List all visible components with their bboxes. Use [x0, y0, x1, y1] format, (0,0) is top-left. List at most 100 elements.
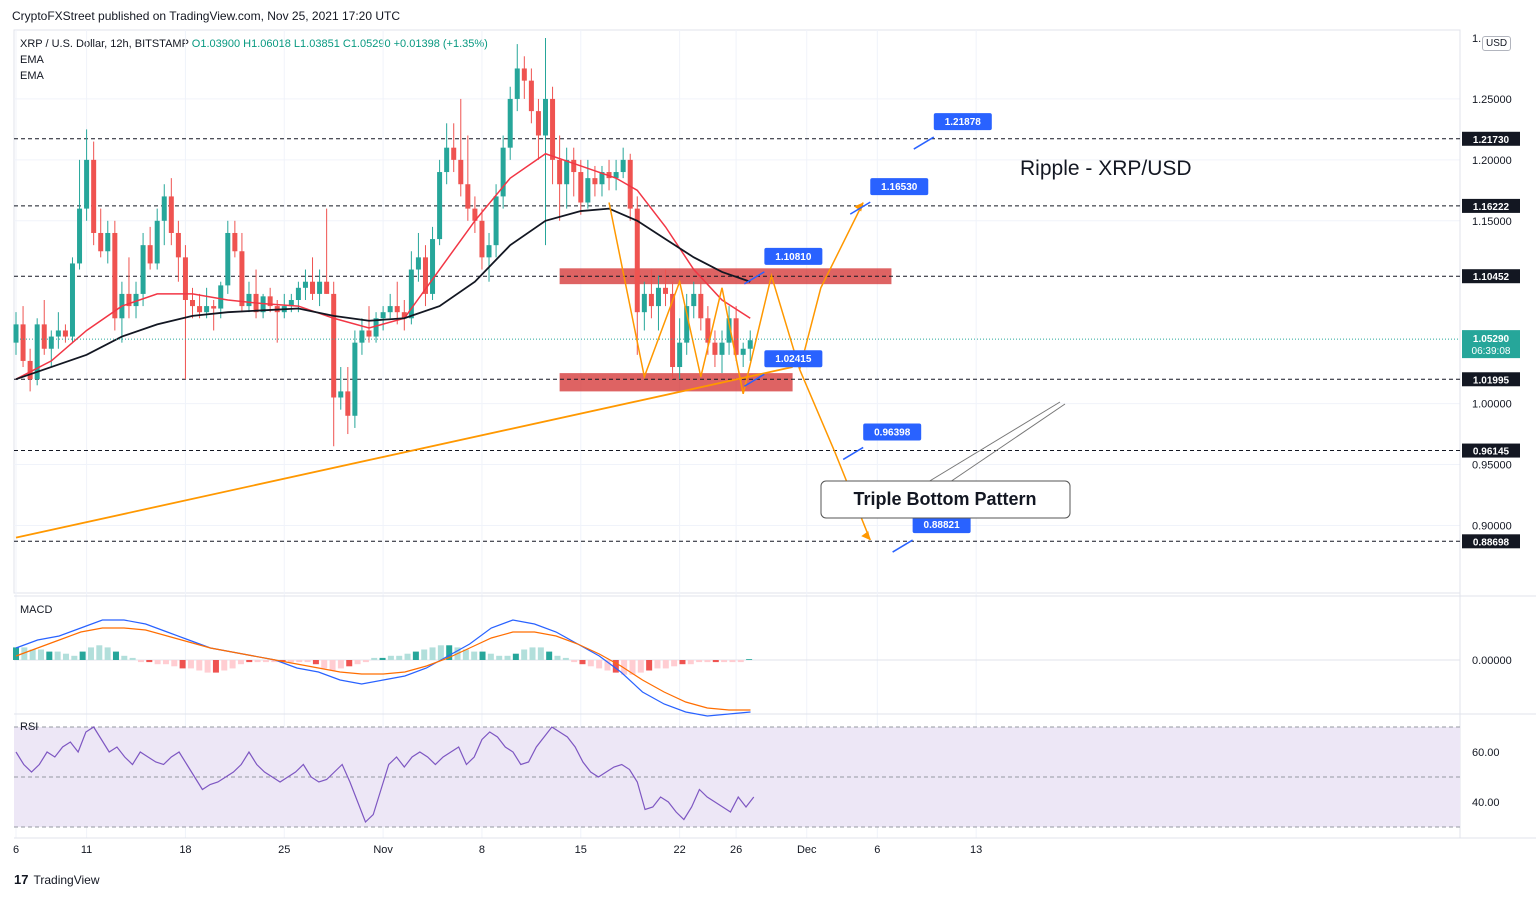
- candle-body: [677, 342, 683, 368]
- macd-bar: [671, 660, 678, 667]
- candle-body: [105, 232, 111, 252]
- macd-bar: [687, 660, 694, 665]
- macd-bar: [262, 660, 269, 663]
- y-tick-label: 1.00000: [1472, 399, 1512, 411]
- macd-bar: [512, 653, 519, 660]
- candle-body: [550, 98, 556, 160]
- macd-bar: [746, 659, 753, 660]
- published-caption: CryptoFXStreet published on TradingView.…: [12, 9, 400, 23]
- candle-body: [55, 330, 61, 337]
- y-tick-label: 1.20000: [1472, 155, 1512, 167]
- macd-bar: [587, 660, 594, 667]
- tradingview-brand[interactable]: 17 TradingView: [14, 872, 100, 887]
- candle-body: [380, 312, 386, 319]
- candle-body: [733, 318, 739, 355]
- x-tick-label: 8: [479, 844, 485, 856]
- ema-legend-1[interactable]: EMA: [20, 54, 44, 66]
- macd-bar: [721, 660, 728, 663]
- candle-body: [175, 232, 181, 258]
- candle-body: [472, 208, 478, 221]
- level-label: 1.21730: [1473, 135, 1510, 146]
- candle-body: [458, 159, 464, 185]
- candle-body: [486, 245, 492, 258]
- macd-bar: [462, 649, 469, 660]
- candle-body: [161, 196, 167, 221]
- macd-bar: [729, 660, 736, 663]
- candle-body: [564, 159, 570, 185]
- candle-body: [239, 251, 245, 307]
- x-tick-label: 6: [13, 844, 19, 856]
- level-label: 1.16222: [1473, 202, 1510, 213]
- callout-label: 0.96398: [874, 427, 911, 438]
- macd-bar: [196, 660, 203, 671]
- candle-body: [451, 147, 457, 160]
- macd-bar: [637, 660, 644, 673]
- macd-bar: [362, 660, 369, 663]
- callout-label: 1.02415: [775, 354, 812, 365]
- candle-body: [465, 184, 471, 209]
- macd-bar: [137, 660, 144, 663]
- price-callouts: 1.21878 1.16530 1.10810 1.02415 0.96398 0.888…: [743, 113, 992, 553]
- macd-bar: [187, 660, 194, 669]
- macd-bar: [29, 649, 36, 660]
- macd-bar: [621, 660, 628, 675]
- rsi-label: RSI: [20, 721, 39, 733]
- candle-body: [352, 342, 358, 416]
- candle-body: [655, 287, 661, 307]
- last-price-bg: [1462, 330, 1520, 359]
- y-tick-label: 1.25000: [1472, 94, 1512, 106]
- x-tick-label: 11: [81, 844, 92, 856]
- candle-body: [168, 196, 174, 233]
- macd-bar: [112, 651, 119, 660]
- macd-bar: [504, 655, 511, 660]
- macd-bar: [379, 657, 386, 660]
- macd-bar: [421, 649, 428, 660]
- rsi-tick-label: 40.00: [1472, 797, 1500, 809]
- candle-body: [691, 293, 697, 307]
- macd-bar: [562, 657, 569, 660]
- candle-body: [295, 287, 301, 300]
- candle-body: [627, 159, 633, 209]
- candle-body: [712, 342, 718, 355]
- level-label: 0.88698: [1473, 537, 1510, 548]
- candle-body: [288, 300, 294, 307]
- level-label: 0.96145: [1473, 447, 1510, 458]
- ema-slow-line: [15, 207, 751, 381]
- x-tick-label: 22: [674, 844, 686, 856]
- candle-body: [366, 330, 372, 337]
- callout-label: 1.10810: [775, 252, 812, 263]
- macd-bar: [204, 660, 211, 673]
- x-tick-label: Nov: [373, 844, 393, 856]
- candle-body: [13, 324, 19, 343]
- candle-body: [302, 281, 308, 288]
- ema-legend-2[interactable]: EMA: [20, 70, 44, 82]
- candle-body: [112, 232, 118, 319]
- candle-body: [684, 306, 690, 343]
- candle-body: [211, 306, 217, 309]
- level-label-bg: [1462, 269, 1520, 284]
- macd-bar: [396, 655, 403, 660]
- candle-body: [726, 318, 732, 343]
- macd-bar: [712, 660, 719, 663]
- macd-bar: [46, 651, 53, 660]
- macd-bar: [662, 660, 669, 669]
- macd-signal-line: [15, 627, 751, 711]
- macd-bar: [537, 647, 544, 660]
- level-label-bg: [1462, 372, 1520, 387]
- candle-body: [84, 159, 90, 209]
- x-tick-label: 26: [730, 844, 742, 856]
- macd-bar: [79, 651, 86, 660]
- currency-badge[interactable]: USD: [1482, 36, 1512, 51]
- annotation-text: Triple Bottom Pattern: [853, 489, 1036, 509]
- candle-body: [267, 296, 273, 307]
- candle-body: [310, 281, 316, 294]
- macd-bar: [479, 651, 486, 660]
- callout-bg: [764, 350, 823, 368]
- candle-body: [27, 360, 33, 380]
- candle-body: [140, 245, 146, 294]
- macd-bar: [429, 647, 436, 660]
- macd-bar: [596, 660, 603, 669]
- symbol-title[interactable]: XRP / U.S. Dollar, 12h, BITSTAMP: [20, 38, 189, 50]
- y-tick-label: 0.95000: [1472, 460, 1512, 472]
